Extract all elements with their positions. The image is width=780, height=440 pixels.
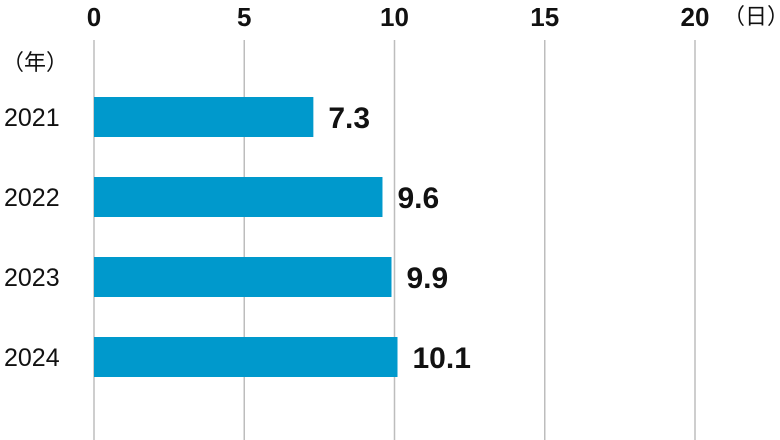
x-tick-label: 10 — [380, 2, 409, 32]
bar-2021 — [94, 97, 314, 137]
y-unit-label: （年） — [2, 51, 68, 76]
category-label: 2023 — [4, 264, 60, 292]
category-label: 2022 — [4, 184, 60, 212]
x-tick-label: 20 — [681, 2, 710, 32]
x-tick-label: 0 — [87, 2, 101, 32]
bars — [94, 97, 398, 377]
x-tick-label: 5 — [237, 2, 251, 32]
bar-2024 — [94, 337, 398, 377]
value-label: 9.6 — [397, 182, 439, 215]
category-label: 2021 — [4, 104, 60, 132]
labels: （日） （年） 0 5 10 15 20 2021 7.3 2022 9.6 2023 9.9 202… — [2, 2, 780, 375]
x-tick-label: 15 — [530, 2, 559, 32]
value-label: 7.3 — [328, 102, 370, 135]
category-label: 2024 — [4, 344, 60, 372]
value-label: 10.1 — [413, 342, 471, 375]
bar-2023 — [94, 257, 392, 297]
value-label: 9.9 — [406, 262, 448, 295]
x-unit-label: （日） — [723, 5, 780, 30]
bar-2022 — [94, 177, 383, 217]
